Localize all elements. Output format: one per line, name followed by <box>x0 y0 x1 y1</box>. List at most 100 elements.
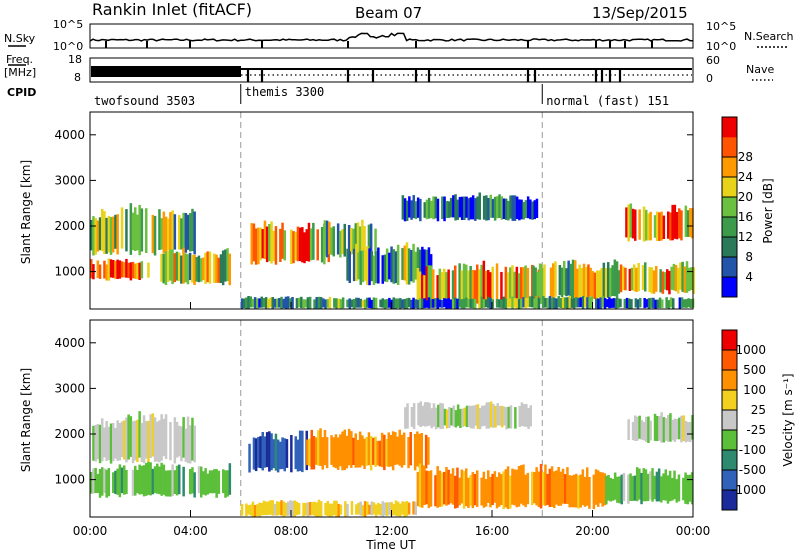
range-cell <box>401 299 404 308</box>
range-cell <box>188 252 192 281</box>
range-cell <box>368 297 371 308</box>
range-cell <box>337 298 340 308</box>
range-cell <box>105 420 108 461</box>
range-cell <box>660 211 663 241</box>
range-cell <box>550 466 554 507</box>
velocity-ylabel: Slant Range [km] <box>19 368 33 472</box>
range-cell <box>522 404 526 427</box>
range-cell <box>660 412 663 443</box>
range-cell <box>513 298 516 308</box>
range-cell <box>142 465 146 497</box>
range-cell <box>359 298 362 308</box>
range-cell <box>423 202 426 218</box>
range-cell <box>323 430 327 466</box>
range-cell <box>412 243 415 283</box>
range-cell <box>418 249 422 282</box>
range-cell <box>114 214 117 249</box>
range-cell <box>348 251 351 283</box>
range-cell <box>313 501 316 516</box>
range-cell <box>563 261 566 296</box>
range-cell <box>410 250 413 282</box>
range-cell <box>363 438 366 469</box>
range-cell <box>178 425 181 457</box>
range-cell <box>297 297 301 308</box>
range-cell <box>378 440 382 467</box>
velocity-heatmap <box>90 320 694 517</box>
range-cell <box>440 272 444 300</box>
range-cell <box>136 419 139 463</box>
range-cell <box>396 244 400 285</box>
colorbar-tick-label: -1000 <box>731 483 766 497</box>
range-cell <box>674 264 678 292</box>
range-cell <box>570 298 574 308</box>
range-cell <box>352 248 356 282</box>
range-cell <box>427 471 431 509</box>
range-cell <box>247 296 250 309</box>
range-cell <box>480 296 483 309</box>
range-cell <box>215 469 218 498</box>
range-cell <box>645 209 648 241</box>
freq-label-1: Freq. <box>6 53 33 66</box>
colorbar-swatch <box>722 490 737 511</box>
range-cell <box>566 297 569 309</box>
range-cell <box>434 196 437 219</box>
range-cell <box>138 262 141 280</box>
range-cell <box>251 298 255 308</box>
data-region-9 <box>617 261 695 295</box>
range-cell <box>412 195 415 219</box>
range-cell <box>480 264 483 306</box>
data-region-2 <box>248 430 308 473</box>
range-cell <box>269 297 272 308</box>
range-cell <box>270 221 273 264</box>
range-cell <box>184 428 188 462</box>
range-cell <box>649 471 652 500</box>
range-cell <box>607 475 610 501</box>
range-cell <box>306 297 310 309</box>
range-cell <box>253 505 257 517</box>
range-cell <box>689 421 692 443</box>
range-cell <box>525 403 528 427</box>
range-cell <box>526 267 530 305</box>
range-cell <box>641 265 645 290</box>
range-cell <box>303 232 306 264</box>
range-cell <box>691 208 694 239</box>
range-cell <box>374 436 377 467</box>
range-cell <box>372 502 376 515</box>
freq-dense-block <box>91 66 241 77</box>
range-cell <box>599 297 602 309</box>
range-cell <box>314 437 318 465</box>
range-cell <box>151 215 155 254</box>
range-cell <box>690 472 694 505</box>
data-region-3 <box>306 428 430 471</box>
range-cell <box>423 275 426 301</box>
data-region-0 <box>92 411 196 464</box>
range-cell <box>98 424 102 464</box>
range-cell <box>107 215 111 253</box>
range-cell <box>298 227 302 262</box>
range-cell <box>566 467 569 504</box>
range-cell <box>125 417 128 463</box>
range-cell <box>160 414 163 461</box>
range-cell <box>418 433 421 468</box>
nsearch-tick-top: 10^5 <box>706 20 736 33</box>
range-cell <box>149 462 152 496</box>
range-cell <box>669 297 673 308</box>
range-cell <box>473 474 477 506</box>
range-cell <box>270 433 273 471</box>
range-cell <box>527 407 530 430</box>
range-cell <box>611 478 615 501</box>
range-cell <box>357 297 360 308</box>
colorbar-swatch <box>722 430 737 451</box>
range-cell <box>388 252 391 280</box>
range-cell <box>469 266 472 302</box>
range-cell <box>109 259 113 278</box>
range-cell <box>317 296 321 309</box>
range-cell <box>323 220 327 256</box>
range-cell <box>173 253 176 283</box>
range-cell <box>125 209 128 252</box>
range-cell <box>680 415 683 443</box>
range-cell <box>680 210 683 241</box>
range-cell <box>447 269 450 305</box>
range-cell <box>103 260 106 279</box>
